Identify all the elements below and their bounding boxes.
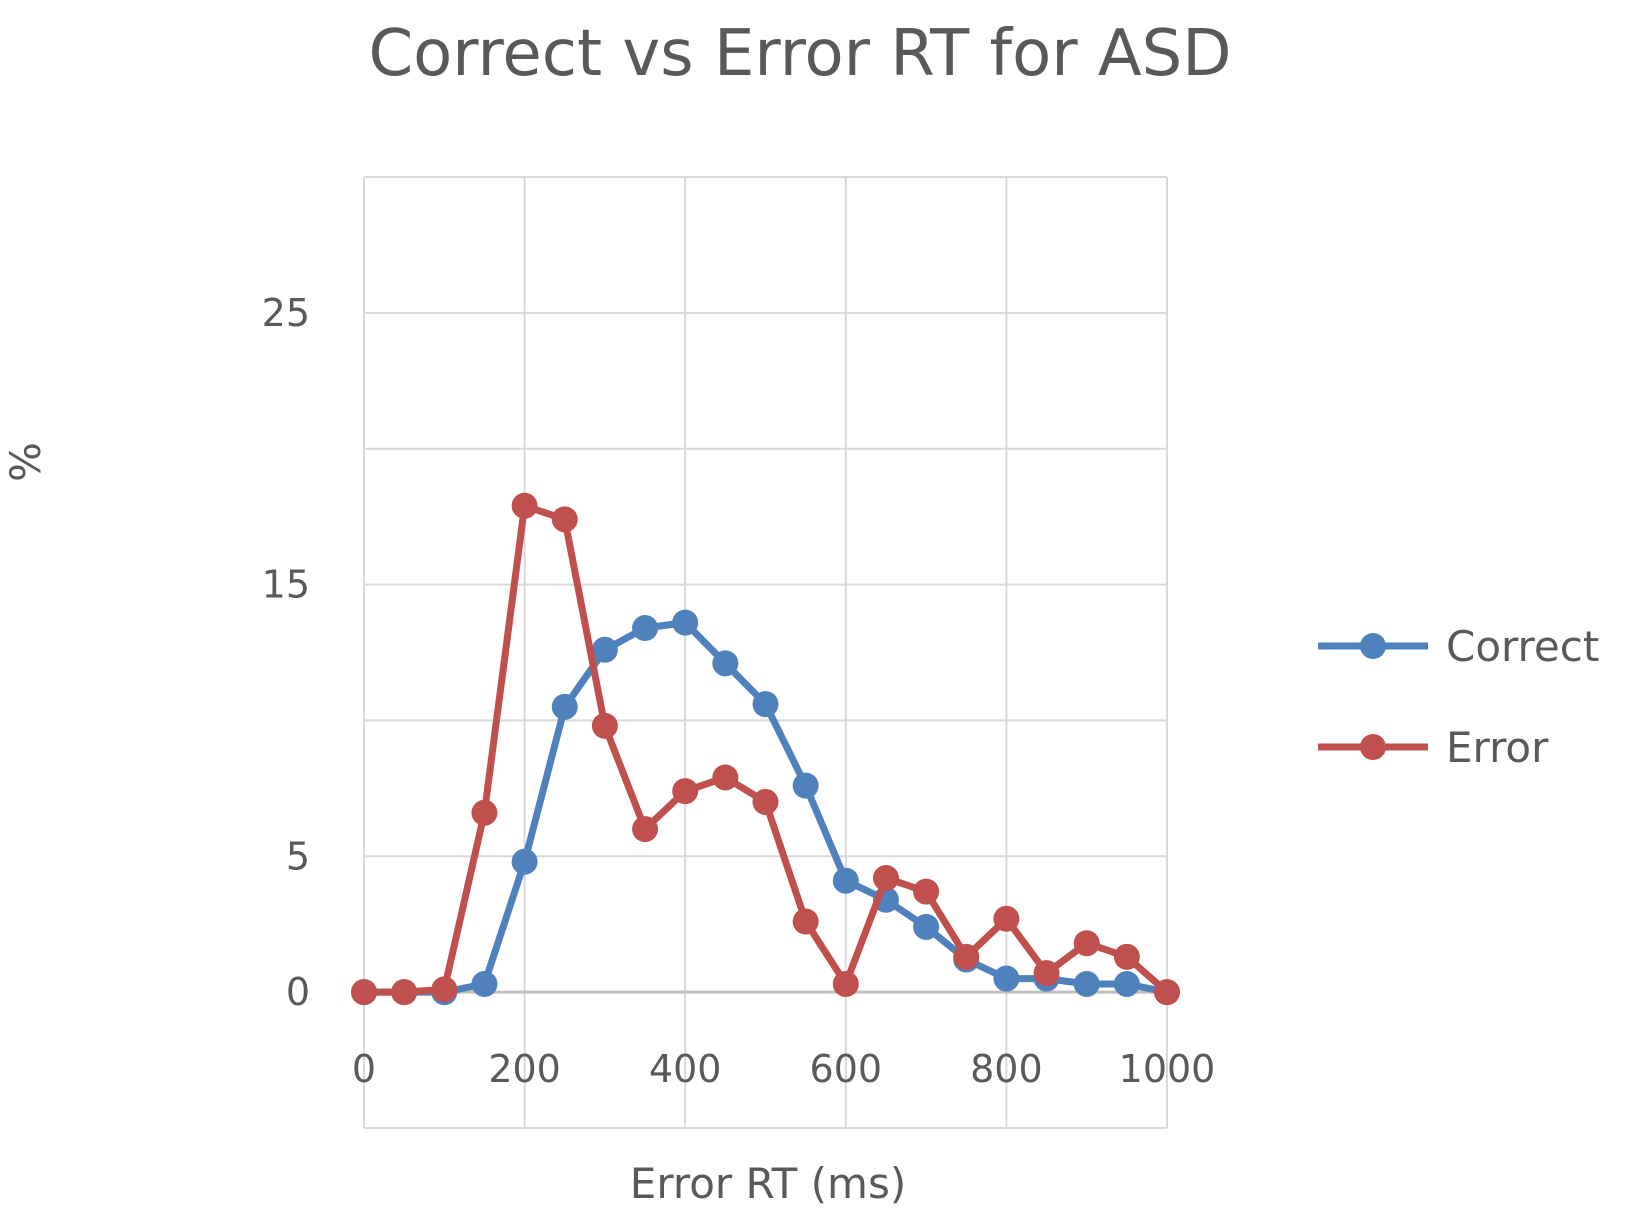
- data-point-error: [672, 778, 699, 805]
- data-point-error: [632, 816, 659, 843]
- data-point-error: [471, 799, 498, 826]
- x-tick-label: 1000: [1119, 1047, 1216, 1091]
- data-point-error: [1073, 930, 1100, 957]
- data-point-error: [993, 905, 1020, 932]
- chart-title: Correct vs Error RT for ASD: [368, 17, 1231, 91]
- data-point-error: [953, 943, 980, 970]
- data-point-error: [591, 712, 618, 739]
- data-point-error: [1113, 943, 1140, 970]
- data-point-correct: [752, 691, 779, 718]
- y-tick-label: 15: [262, 563, 310, 607]
- data-point-correct: [471, 970, 498, 997]
- data-point-correct: [913, 913, 940, 940]
- y-tick-label: 0: [286, 970, 310, 1014]
- data-point-correct: [993, 965, 1020, 992]
- x-tick-label: 800: [970, 1047, 1043, 1091]
- data-point-correct: [672, 609, 699, 636]
- data-point-error: [752, 788, 779, 815]
- legend-label-error: Error: [1446, 723, 1549, 772]
- x-tick-label: 0: [352, 1047, 376, 1091]
- x-tick-label: 600: [810, 1047, 883, 1091]
- series-line-error: [360, 502, 1171, 996]
- legend: Correct Error: [1318, 622, 1599, 772]
- data-point-error: [431, 976, 458, 1003]
- legend-marker-correct: [1360, 633, 1386, 659]
- data-point-correct: [551, 693, 578, 720]
- data-point-correct: [832, 867, 859, 894]
- plot-area: [351, 492, 1180, 1006]
- data-point-correct: [511, 848, 538, 875]
- x-axis-label: Error RT (ms): [630, 1159, 906, 1208]
- legend-marker-error: [1360, 734, 1386, 760]
- data-point-error: [391, 979, 418, 1006]
- data-point-error: [511, 492, 538, 519]
- data-point-correct: [591, 636, 618, 663]
- data-point-correct: [712, 650, 739, 677]
- data-point-error: [351, 979, 377, 1006]
- data-point-correct: [632, 615, 659, 642]
- data-point-error: [913, 878, 940, 905]
- x-tick-label: 200: [488, 1047, 561, 1091]
- data-point-error: [712, 764, 739, 791]
- data-point-error: [792, 908, 819, 935]
- y-tick-label: 5: [286, 834, 310, 878]
- y-axis-label: %: [1, 442, 50, 482]
- data-point-error: [551, 506, 578, 533]
- data-point-correct: [792, 772, 819, 799]
- x-tick-label: 400: [649, 1047, 722, 1091]
- y-tick-label: 25: [262, 291, 310, 335]
- data-point-error: [1033, 960, 1060, 987]
- data-point-correct: [1113, 970, 1140, 997]
- tick-labels: 0 200 400 600 800 1000 0 5 15 25: [262, 291, 1216, 1091]
- grid: [363, 176, 1168, 1129]
- data-point-correct: [1073, 970, 1100, 997]
- legend-label-correct: Correct: [1446, 622, 1599, 671]
- data-point-error: [832, 970, 859, 997]
- data-point-error: [1154, 979, 1180, 1006]
- data-point-error: [872, 865, 899, 892]
